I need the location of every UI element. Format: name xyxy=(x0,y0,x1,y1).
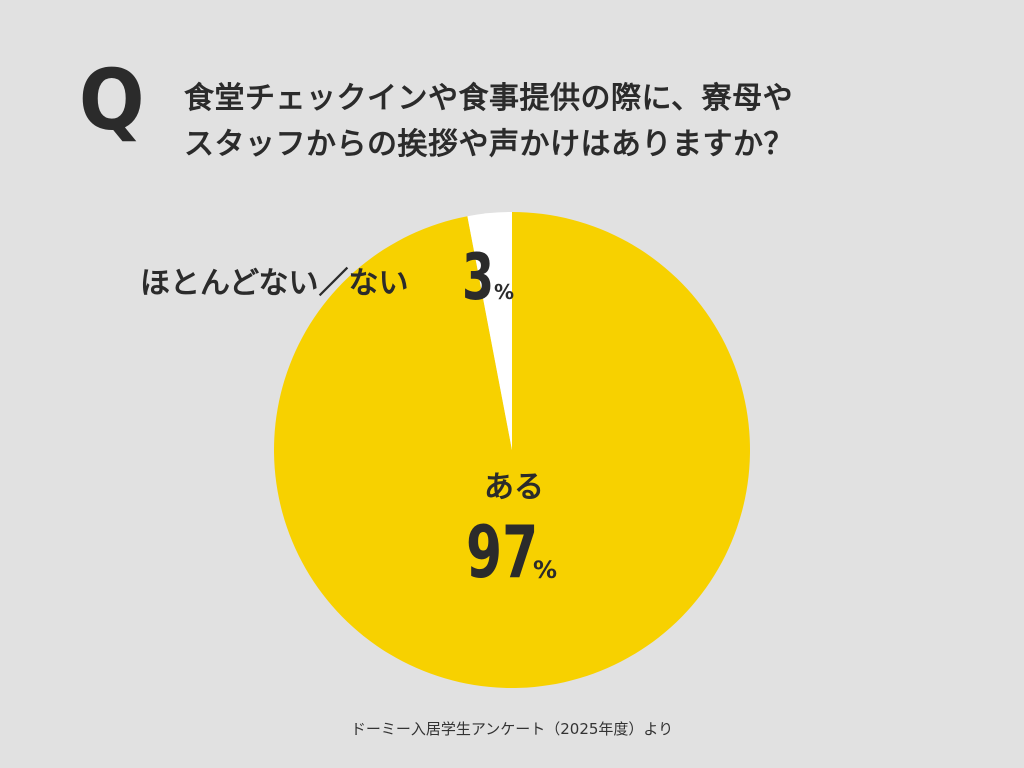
slice-unit-yes: % xyxy=(533,556,558,584)
question-line-2: スタッフからの挨拶や声かけはありますか？ xyxy=(184,127,794,162)
question-line-1: 食堂チェックインや食事提供の際に、寮母や xyxy=(184,81,794,116)
slice-label-yes: ある xyxy=(484,470,544,505)
slice-value-none: 3 xyxy=(462,241,495,315)
slice-label-none: ほとんどない／ない xyxy=(140,266,409,301)
source-note: ドーミー入居学生アンケート（2025年度）より xyxy=(350,720,674,738)
slice-unit-none: % xyxy=(494,280,515,304)
question-text: 食堂チェックインや食事提供の際に、寮母や スタッフからの挨拶や声かけはありますか… xyxy=(184,76,944,168)
slice-value-yes: 97 xyxy=(466,510,539,594)
question-mark: Q xyxy=(78,51,145,149)
pie-slice-0 xyxy=(273,212,750,689)
pie-slice-1 xyxy=(467,212,512,450)
